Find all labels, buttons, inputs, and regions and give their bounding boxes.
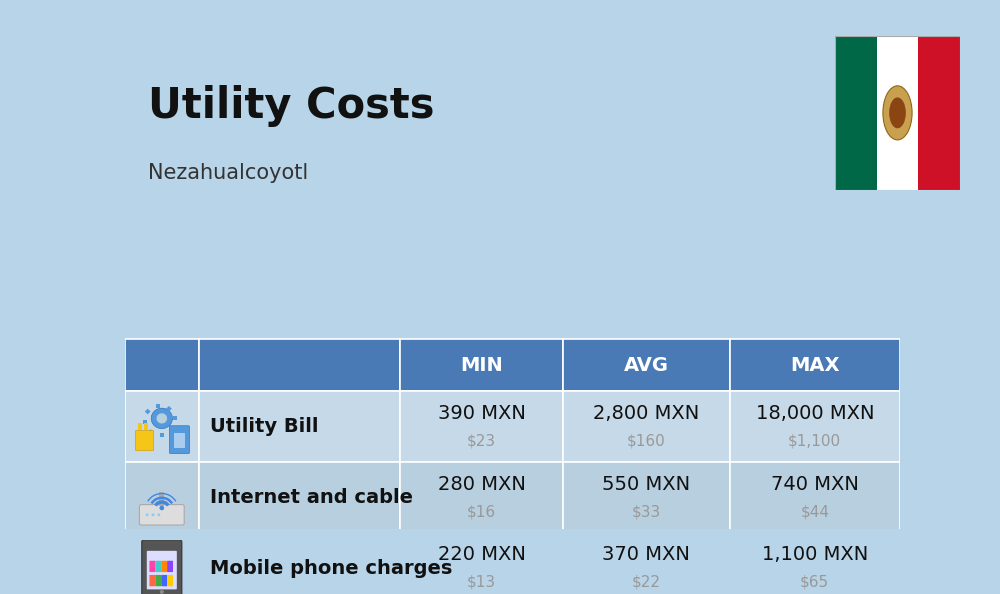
Circle shape <box>883 86 912 140</box>
FancyBboxPatch shape <box>149 575 155 586</box>
Text: $33: $33 <box>632 504 661 519</box>
Text: $16: $16 <box>467 504 496 519</box>
FancyBboxPatch shape <box>167 561 173 572</box>
Bar <box>145 409 151 415</box>
FancyBboxPatch shape <box>174 432 185 448</box>
Bar <box>156 404 160 408</box>
FancyBboxPatch shape <box>161 561 167 572</box>
Bar <box>835 36 877 190</box>
Text: 390 MXN: 390 MXN <box>438 404 525 423</box>
Bar <box>199 339 400 391</box>
Text: $22: $22 <box>632 575 661 590</box>
Bar <box>730 391 900 462</box>
Bar <box>143 421 147 424</box>
Text: AVG: AVG <box>624 356 669 375</box>
Bar <box>125 391 199 462</box>
FancyBboxPatch shape <box>149 561 155 572</box>
Text: 280 MXN: 280 MXN <box>438 475 525 494</box>
FancyBboxPatch shape <box>139 504 184 525</box>
Bar <box>730 533 900 594</box>
Circle shape <box>152 513 154 516</box>
Bar <box>159 492 164 506</box>
Bar <box>400 339 563 391</box>
Bar <box>730 462 900 533</box>
Bar <box>400 533 563 594</box>
Bar <box>199 533 400 594</box>
FancyBboxPatch shape <box>169 426 189 454</box>
Bar <box>199 391 400 462</box>
Bar <box>135 429 153 450</box>
Circle shape <box>157 513 160 516</box>
Circle shape <box>889 97 906 128</box>
Circle shape <box>160 590 164 594</box>
FancyBboxPatch shape <box>142 540 182 594</box>
Text: Utility Bill: Utility Bill <box>210 418 319 437</box>
Text: Mobile phone charges: Mobile phone charges <box>210 559 453 578</box>
Text: $23: $23 <box>467 433 496 448</box>
Text: Nezahualcoyotl: Nezahualcoyotl <box>148 163 308 183</box>
Bar <box>563 462 730 533</box>
Bar <box>400 391 563 462</box>
Text: MIN: MIN <box>460 356 503 375</box>
FancyBboxPatch shape <box>161 575 167 586</box>
Text: 1,100 MXN: 1,100 MXN <box>762 545 868 564</box>
Bar <box>400 462 563 533</box>
FancyBboxPatch shape <box>147 551 177 589</box>
Circle shape <box>146 513 149 516</box>
Text: MAX: MAX <box>790 356 840 375</box>
Bar <box>138 423 142 429</box>
Bar <box>125 533 199 594</box>
Circle shape <box>151 408 172 429</box>
Text: 370 MXN: 370 MXN <box>602 545 690 564</box>
FancyBboxPatch shape <box>155 575 161 586</box>
Text: $65: $65 <box>800 575 829 590</box>
Text: 18,000 MXN: 18,000 MXN <box>756 404 874 423</box>
Text: $13: $13 <box>467 575 496 590</box>
Bar <box>199 462 400 533</box>
Bar <box>125 339 199 391</box>
Text: 550 MXN: 550 MXN <box>602 475 690 494</box>
Bar <box>160 433 164 437</box>
Text: 740 MXN: 740 MXN <box>771 475 859 494</box>
Text: $1,100: $1,100 <box>788 433 841 448</box>
FancyBboxPatch shape <box>167 575 173 586</box>
Bar <box>144 423 148 429</box>
Bar <box>173 416 177 421</box>
Bar <box>877 36 918 190</box>
Bar <box>563 391 730 462</box>
Bar <box>169 426 175 432</box>
Bar <box>563 533 730 594</box>
Text: $160: $160 <box>627 433 666 448</box>
Bar <box>563 339 730 391</box>
Bar <box>125 462 199 533</box>
Bar <box>730 339 900 391</box>
Text: 220 MXN: 220 MXN <box>438 545 525 564</box>
Circle shape <box>157 413 167 424</box>
Bar <box>148 429 154 435</box>
FancyBboxPatch shape <box>155 561 161 572</box>
Circle shape <box>159 505 164 510</box>
Text: $44: $44 <box>800 504 829 519</box>
Bar <box>166 406 172 412</box>
Bar <box>918 36 960 190</box>
Text: Internet and cable: Internet and cable <box>210 488 413 507</box>
Text: 2,800 MXN: 2,800 MXN <box>593 404 699 423</box>
Text: Utility Costs: Utility Costs <box>148 85 435 127</box>
